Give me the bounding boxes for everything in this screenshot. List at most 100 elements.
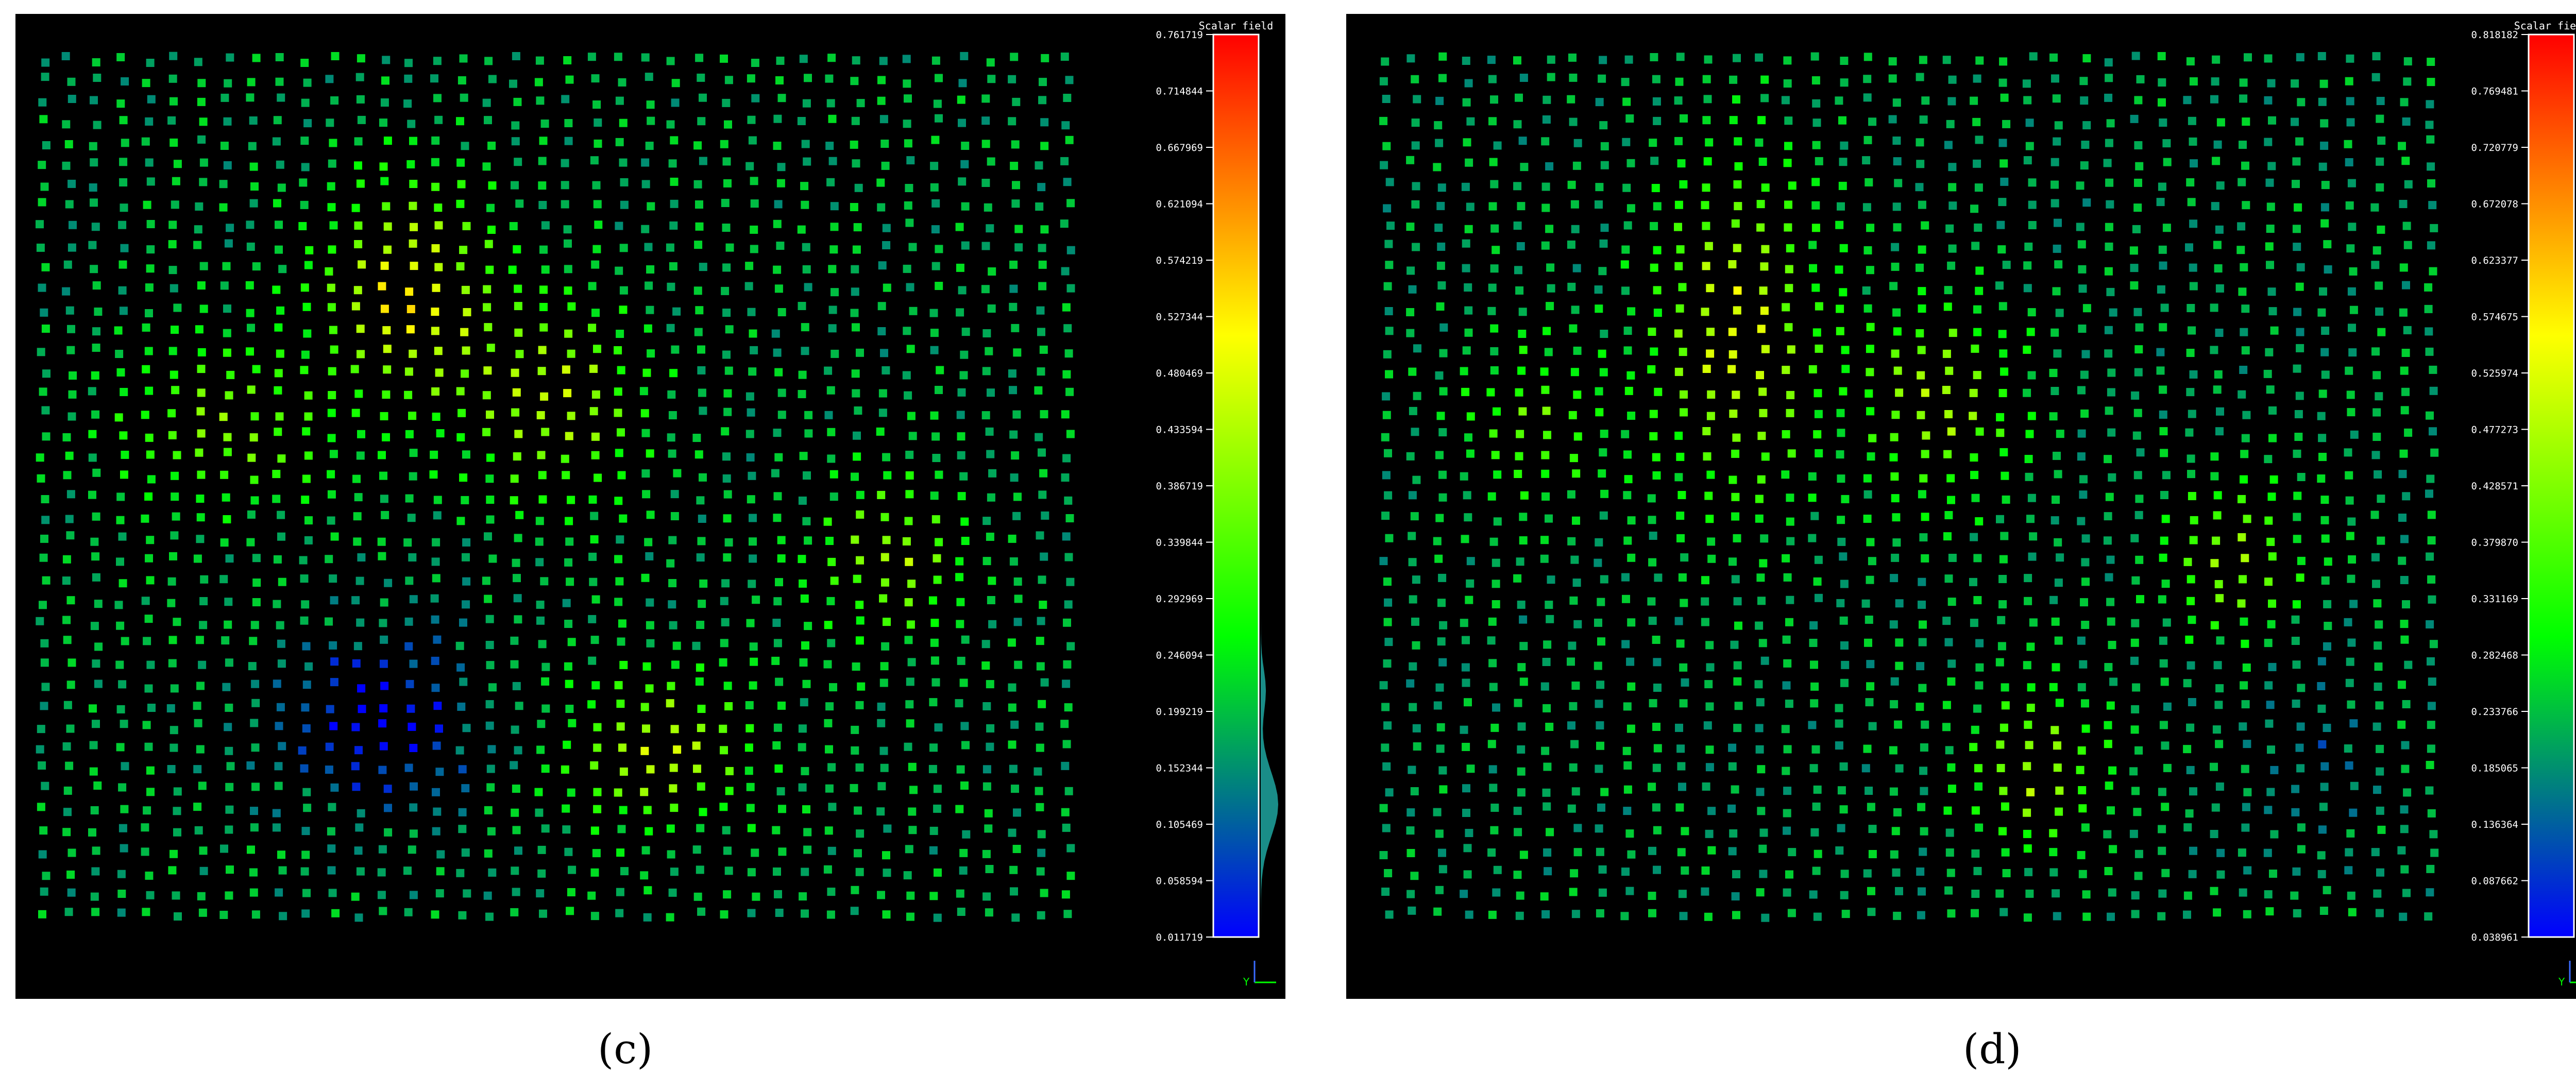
scalar-point [1519,850,1528,859]
scalar-point [1520,491,1529,500]
scalar-point [1462,98,1471,107]
scalar-point [850,140,858,149]
scalar-point [1488,117,1497,126]
scalar-point [1491,451,1500,460]
scalar-point [799,55,808,63]
scalar-point [173,807,181,815]
scalar-point [666,824,675,833]
scalar-point [1040,410,1048,419]
scalar-point [431,615,439,624]
scalar-point [1757,765,1766,774]
scalar-point [538,471,547,480]
scalar-point [1412,724,1421,733]
scalar-point [930,638,939,647]
scalar-point [2078,265,2087,274]
scalar-point [643,324,652,333]
scalar-point [1545,601,1553,609]
scalar-point [2400,406,2409,415]
scalar-point [275,53,284,61]
scalar-point [167,577,176,586]
scalar-point [355,576,364,585]
colorbar-tick-label: 0.246094 [1156,650,1203,661]
scalar-point [883,869,891,877]
colorbar-tick-label: 0.185065 [2471,763,2518,774]
scalar-point [1598,469,1606,478]
scalar-point [961,635,970,644]
scalar-point [509,222,518,230]
scalar-point [277,183,286,192]
scalar-point [455,641,464,650]
scalar-point [485,474,494,483]
scalar-point [1677,159,1686,168]
scalar-point [904,201,912,210]
scalar-point [462,577,471,586]
scalar-point [1918,304,1926,313]
scalar-point [2050,180,2059,189]
scalar-point [1729,410,1738,418]
colorbar-tick-label: 0.667969 [1156,142,1203,154]
scalar-point [1384,638,1393,646]
scalar-point [1014,243,1023,252]
scalar-point [2134,178,2142,187]
scalar-point [1863,515,1872,523]
scalar-point [325,267,333,276]
scalar-point [722,224,731,232]
scalar-point [936,366,944,375]
scalar-point [166,704,175,712]
scalar-point [1545,723,1554,731]
scalar-point [1433,537,1442,546]
scalar-point [641,429,650,437]
scalar-point [1867,452,1875,461]
scalar-point [301,600,310,609]
scalar-point [1863,474,1872,483]
scalar-point [485,700,494,709]
scalar-point [197,135,206,144]
scalar-point [591,432,600,441]
scalar-point [933,554,941,563]
scalar-point [2027,308,2036,317]
scalar-point [1705,515,1714,523]
scalar-point [668,888,677,897]
scalar-point [801,909,809,918]
scalar-point [327,203,336,212]
scalar-point [1674,223,1682,231]
scalar-point [2159,261,2167,270]
scalar-point [1812,802,1821,811]
scalar-point [2402,492,2411,501]
scalar-point [1865,178,1873,186]
scalar-point [433,635,442,644]
scalar-point [1727,804,1736,813]
scalar-point [274,369,283,378]
scalar-point [904,517,913,525]
scalar-point [247,324,255,332]
scalar-point [512,52,520,60]
scalar-point [1891,262,1900,271]
scalar-point [2292,180,2300,189]
scalar-point [905,557,913,566]
scalar-point [2104,740,2112,748]
scalar-point [1466,579,1475,588]
scalar-point [90,158,98,167]
scalar-point [2026,642,2035,651]
scalar-point [2158,182,2166,191]
scalar-point [1011,324,1020,332]
scalar-point [2002,261,2011,269]
scalar-point [2372,722,2381,731]
scalar-point [1600,489,1609,498]
scalar-point [877,719,886,727]
scalar-point [1406,679,1415,688]
scalar-point [65,200,74,209]
scalar-point [802,243,810,251]
scalar-point [487,141,496,150]
scalar-point [565,705,574,713]
scalar-point [981,179,990,187]
scalar-point [981,116,990,125]
scalar-point [249,433,258,442]
scalar-point [1513,871,1522,879]
scalar-point [1624,475,1633,484]
scalar-point [747,308,756,316]
scalar-point [484,532,492,541]
scalar-point [514,746,522,755]
scalar-point [250,475,259,484]
scalar-point [484,57,493,65]
